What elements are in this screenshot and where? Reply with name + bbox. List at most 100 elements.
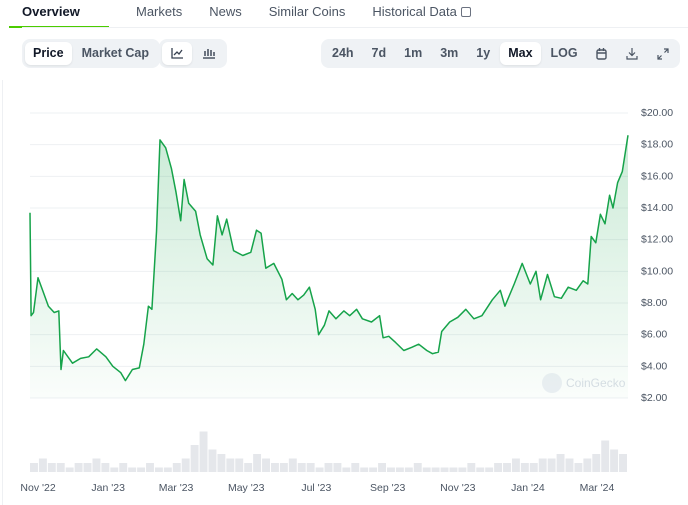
y-tick-label: $20.00 — [641, 107, 673, 119]
volume-bar — [154, 467, 163, 472]
volume-bar — [56, 463, 65, 472]
volume-bar — [199, 431, 208, 472]
volume-bar — [574, 463, 583, 472]
volume-bar — [30, 463, 38, 472]
volume-bar — [565, 458, 574, 472]
volume-bar — [529, 463, 538, 472]
tab-label: Overview — [22, 4, 80, 19]
volume-bar — [253, 454, 262, 472]
volume-bar — [217, 454, 226, 472]
external-link-icon — [460, 7, 471, 17]
volume-bar — [520, 463, 529, 472]
volume-bar — [315, 467, 324, 472]
volume-bar — [47, 463, 56, 472]
tab-label: News — [209, 4, 242, 19]
volume-bar — [92, 458, 101, 472]
volume-bar — [270, 463, 279, 472]
chart-type-toggle — [159, 39, 227, 68]
x-tick-label: Jan '24 — [511, 482, 545, 494]
volume-bar — [244, 463, 253, 472]
x-tick-label: Mar '23 — [159, 482, 194, 494]
calendar-icon — [596, 47, 608, 60]
tab-label: Historical Data — [372, 4, 457, 19]
volume-bar — [610, 449, 619, 472]
volume-bar — [172, 463, 181, 472]
volume-bar — [163, 467, 172, 472]
volume-bar — [422, 467, 431, 472]
price-button[interactable]: Price — [25, 42, 72, 65]
y-tick-label: $10.00 — [641, 265, 673, 277]
volume-bar — [333, 463, 342, 472]
volume-bar — [137, 467, 146, 472]
volume-bar — [181, 458, 190, 472]
tab-similar-coins[interactable]: Similar Coins — [269, 0, 346, 28]
line-chart-button[interactable] — [162, 42, 192, 65]
volume-bar — [351, 463, 360, 472]
price-line — [29, 135, 629, 382]
chart-border — [2, 80, 3, 505]
tab-markets[interactable]: Markets — [136, 0, 182, 28]
y-tick-label: $16.00 — [641, 170, 673, 182]
candlestick-button[interactable] — [194, 42, 224, 65]
volume-bar — [119, 463, 128, 472]
range-1m[interactable]: 1m — [404, 46, 423, 60]
tab-news[interactable]: News — [209, 0, 242, 28]
tab-bar: Overview Markets News Similar Coins Hist… — [9, 0, 498, 28]
range-24h[interactable]: 24h — [332, 46, 354, 60]
range-toggle: 24h 7d 1m 3m 1y Max LOG — [321, 39, 680, 68]
range-1y[interactable]: 1y — [476, 46, 491, 60]
price-area — [30, 135, 628, 398]
volume-bar — [101, 463, 110, 472]
volume-bar — [494, 463, 503, 472]
range-max[interactable]: Max — [500, 42, 541, 65]
volume-bar — [467, 463, 476, 472]
y-tick-label: $8.00 — [641, 297, 667, 309]
tab-divider — [22, 27, 688, 28]
volume-bar — [128, 467, 137, 472]
volume-bar — [65, 467, 74, 472]
tab-label: Similar Coins — [268, 4, 346, 19]
volume-bar — [342, 467, 351, 472]
volume-bar — [279, 463, 288, 472]
range-3m[interactable]: 3m — [440, 46, 459, 60]
tab-historical-data[interactable]: Historical Data — [372, 0, 471, 28]
calendar-button[interactable] — [588, 42, 616, 65]
volume-bar — [297, 463, 306, 472]
market-cap-button[interactable]: Market Cap — [81, 46, 149, 60]
x-tick-label: Mar '24 — [580, 482, 615, 494]
volume-bar — [431, 467, 440, 472]
volume-bar — [395, 467, 404, 472]
x-tick-label: Sep '23 — [370, 482, 405, 494]
volume-bar — [583, 458, 592, 472]
watermark-text: CoinGecko — [566, 376, 626, 390]
tab-label: Markets — [136, 4, 183, 19]
volume-bar — [190, 445, 199, 472]
metric-toggle: Price Market Cap — [22, 39, 160, 68]
volume-bar — [404, 467, 413, 472]
y-tick-label: $6.00 — [641, 329, 667, 341]
volume-bar — [146, 463, 154, 472]
expand-button[interactable] — [649, 42, 677, 65]
volume-bar — [458, 467, 467, 472]
volume-bar — [208, 449, 217, 472]
volume-bar — [262, 458, 270, 472]
volume-bar — [485, 467, 494, 472]
volume-bar — [226, 458, 235, 472]
log-scale-button[interactable]: LOG — [550, 46, 578, 60]
volume-bar — [538, 458, 547, 472]
volume-bar — [556, 454, 565, 472]
volume-bar — [387, 467, 395, 472]
volume-bar — [440, 467, 449, 472]
volume-bar — [324, 463, 333, 472]
download-button[interactable] — [618, 42, 646, 65]
volume-bar — [503, 463, 511, 472]
volume-bar — [235, 458, 244, 472]
volume-bar — [619, 454, 627, 472]
volume-bar — [369, 467, 378, 472]
range-7d[interactable]: 7d — [371, 46, 387, 60]
coingecko-watermark: CoinGecko — [542, 373, 626, 393]
y-tick-label: $14.00 — [641, 202, 673, 214]
candlestick-icon — [203, 49, 215, 59]
x-tick-label: Jan '23 — [91, 482, 125, 494]
